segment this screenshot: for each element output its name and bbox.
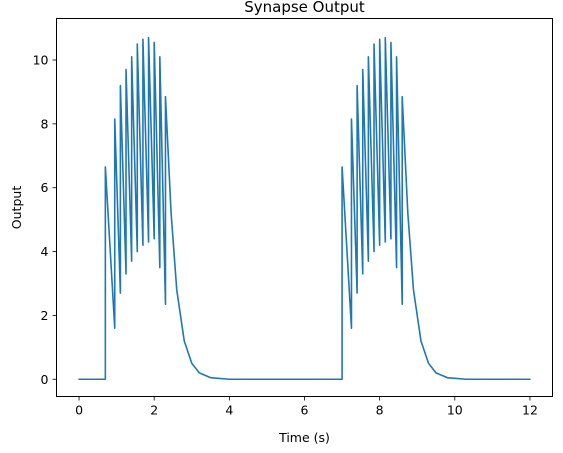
y-axis-label: Output — [9, 186, 24, 230]
x-tick-label: 10 — [447, 403, 463, 418]
x-tick-label: 2 — [150, 403, 158, 418]
y-tick-label: 8 — [41, 116, 49, 131]
x-axis-label: Time (s) — [278, 430, 330, 445]
x-tick-label: 8 — [376, 403, 384, 418]
y-tick-label: 4 — [41, 244, 49, 259]
y-axis-ticks: 0 2 4 6 8 10 — [33, 53, 57, 387]
y-tick-label: 2 — [41, 308, 49, 323]
y-tick-label: 10 — [33, 53, 49, 68]
y-tick-label: 6 — [41, 180, 49, 195]
x-tick-label: 0 — [75, 403, 83, 418]
x-tick-label: 6 — [301, 403, 309, 418]
y-tick-label: 0 — [41, 372, 49, 387]
chart-title: Synapse Output — [244, 0, 365, 16]
x-axis-ticks: 0 2 4 6 8 10 12 — [75, 397, 538, 418]
x-tick-label: 4 — [225, 403, 233, 418]
x-tick-label: 12 — [522, 403, 538, 418]
